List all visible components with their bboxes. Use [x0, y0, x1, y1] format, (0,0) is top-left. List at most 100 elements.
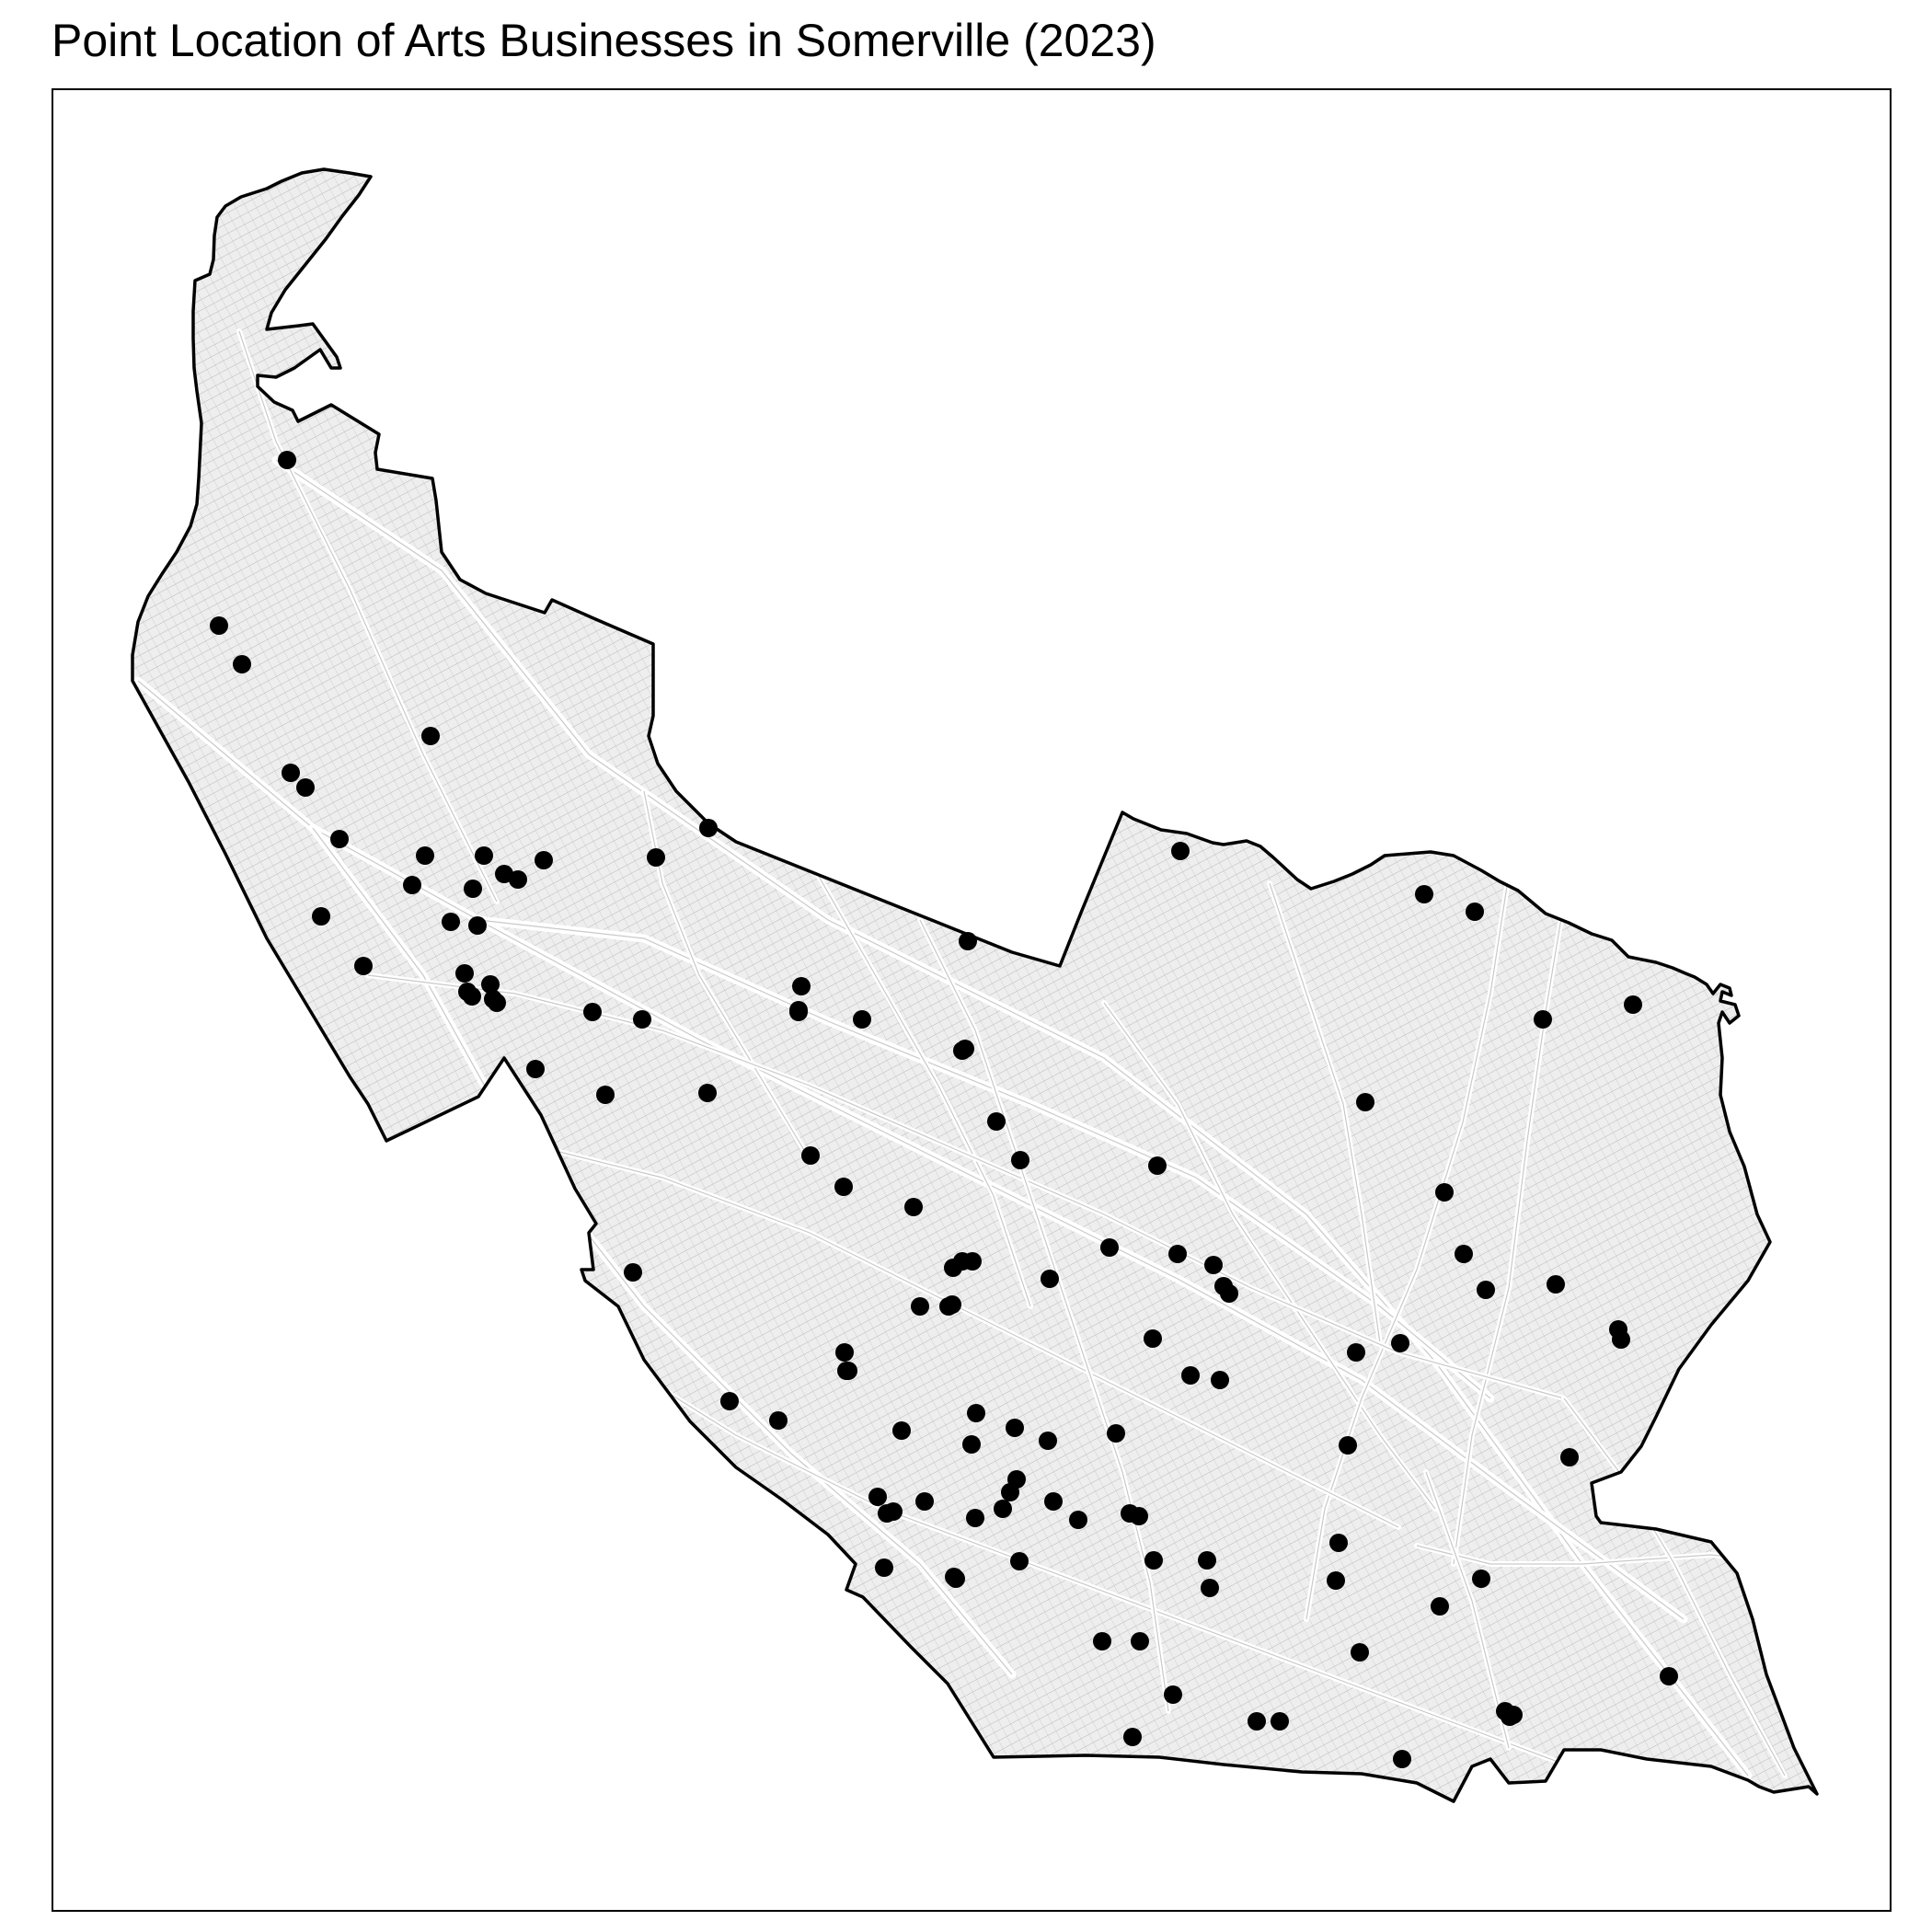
arts-business-point	[647, 848, 665, 867]
arts-business-point	[455, 964, 474, 983]
arts-business-point	[1351, 1643, 1369, 1662]
map-title: Point Location of Arts Businesses in Som…	[52, 15, 1156, 66]
arts-business-point	[484, 990, 502, 1008]
arts-business-point	[526, 1060, 545, 1078]
arts-business-point	[699, 819, 718, 837]
arts-business-point	[442, 913, 460, 931]
arts-business-point	[834, 1178, 853, 1196]
arts-business-point	[1466, 903, 1484, 921]
arts-business-point	[1660, 1667, 1678, 1685]
arts-business-point	[421, 727, 440, 745]
arts-business-point	[1168, 1245, 1187, 1263]
street-edge	[238, 330, 498, 903]
arts-business-point	[875, 1558, 893, 1577]
arts-business-point	[354, 957, 373, 975]
arts-business-point	[1006, 1419, 1024, 1437]
arts-business-point	[884, 1502, 903, 1521]
arts-business-point	[953, 1252, 972, 1271]
arts-business-point	[1329, 1534, 1348, 1552]
street-network	[133, 328, 1806, 1788]
arts-business-point	[1144, 1551, 1163, 1570]
arts-business-point	[1504, 1706, 1523, 1724]
basemap-layer	[132, 169, 1817, 1801]
arts-business-point	[1010, 1552, 1029, 1570]
arts-business-point	[839, 1362, 857, 1380]
arts-business-point	[1144, 1329, 1162, 1348]
arts-business-point	[1477, 1281, 1495, 1299]
arts-business-point	[943, 1295, 961, 1314]
arts-business-point	[1201, 1579, 1219, 1597]
arts-business-point	[210, 616, 228, 635]
arts-business-point	[282, 764, 300, 782]
street-edge	[1425, 1471, 1510, 1749]
arts-business-point	[509, 870, 527, 889]
arts-business-point	[596, 1086, 615, 1104]
arts-business-point	[1041, 1270, 1059, 1288]
arts-business-point	[1327, 1571, 1345, 1590]
arts-business-point	[1131, 1632, 1149, 1650]
arts-business-point	[835, 1343, 854, 1362]
arts-business-point	[1069, 1511, 1087, 1529]
city-parcels-fill	[132, 169, 1817, 1801]
street-edge	[1103, 1002, 1436, 1510]
arts-business-point	[1391, 1334, 1409, 1352]
arts-business-point	[1435, 1183, 1454, 1202]
street-edge	[312, 827, 1013, 1675]
arts-business-point	[792, 977, 811, 995]
arts-business-point	[312, 907, 330, 926]
arts-business-point	[769, 1411, 788, 1430]
arts-business-point	[468, 916, 487, 935]
street-edge	[1563, 1397, 1786, 1777]
arts-business-point	[1534, 1010, 1552, 1029]
arts-business-point	[1455, 1245, 1473, 1263]
arts-business-point	[967, 1404, 985, 1422]
street-edge	[137, 680, 1685, 1620]
arts-business-point	[962, 1435, 981, 1454]
arts-business-point	[1431, 1597, 1449, 1616]
arts-business-point	[1339, 1436, 1357, 1455]
arts-business-point	[1347, 1343, 1365, 1362]
arts-business-point	[1181, 1366, 1200, 1385]
arts-business-point	[904, 1198, 923, 1216]
street-edge	[367, 974, 1565, 1399]
arts-business-point	[495, 865, 513, 883]
arts-business-point	[911, 1297, 929, 1316]
arts-business-point	[1100, 1238, 1119, 1257]
arts-business-point	[1198, 1551, 1216, 1570]
arts-business-point	[720, 1392, 739, 1410]
arts-business-point	[892, 1421, 911, 1440]
street-edge	[275, 459, 1749, 1777]
arts-business-point	[953, 1041, 972, 1060]
arts-business-point	[278, 451, 296, 469]
arts-business-point	[1011, 1151, 1029, 1169]
arts-business-point	[966, 1509, 984, 1527]
arts-business-point	[1415, 885, 1433, 903]
arts-business-point	[296, 778, 315, 797]
arts-business-point	[1560, 1448, 1579, 1466]
arts-business-point	[1612, 1330, 1630, 1349]
arts-business-point	[1093, 1632, 1111, 1650]
arts-business-point	[1220, 1284, 1238, 1303]
arts-business-point	[481, 975, 500, 994]
arts-business-point	[1044, 1492, 1063, 1511]
arts-business-point	[987, 1112, 1006, 1131]
arts-business-point	[1171, 842, 1190, 860]
street-edge	[477, 919, 1491, 1399]
arts-business-point	[1472, 1570, 1490, 1588]
arts-business-point	[1356, 1093, 1374, 1111]
arts-business-point	[801, 1146, 820, 1165]
arts-business-point	[1148, 1156, 1167, 1175]
arts-business-point	[464, 880, 482, 898]
street-edge	[588, 1342, 1620, 1786]
arts-business-point	[1393, 1750, 1411, 1768]
arts-business-point	[583, 1003, 602, 1021]
arts-business-point	[458, 983, 477, 1001]
arts-business-point	[475, 846, 493, 865]
arts-business-point	[1204, 1256, 1223, 1274]
arts-business-point	[633, 1010, 651, 1029]
arts-business-point	[330, 830, 349, 848]
arts-business-point	[416, 846, 434, 865]
arts-business-point	[1164, 1685, 1182, 1704]
arts-business-point	[1123, 1728, 1142, 1746]
